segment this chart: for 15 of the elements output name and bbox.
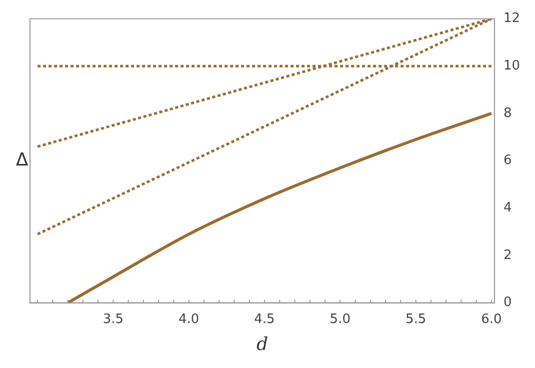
y-tick-label: 8	[503, 106, 512, 121]
x-tick-label: 4.0	[178, 312, 200, 327]
x-tick-label: 5.5	[405, 312, 426, 327]
y-axis-title: Δ	[16, 149, 29, 170]
y-tick-label: 4	[503, 200, 512, 216]
y-tick-label: 2	[503, 248, 512, 263]
x-tick-label: 5.0	[330, 312, 350, 327]
y-tick-label: 6	[503, 153, 512, 168]
x-tick-label: 3.5	[102, 312, 124, 327]
x-tick-label: 4.5	[254, 312, 275, 327]
y-tick-label: 0	[503, 295, 512, 310]
y-tick-label: 10	[503, 58, 520, 74]
x-axis-title: d	[256, 334, 268, 355]
x-tick-label: 6.0	[481, 312, 502, 327]
y-tick-label: 12	[503, 11, 520, 26]
